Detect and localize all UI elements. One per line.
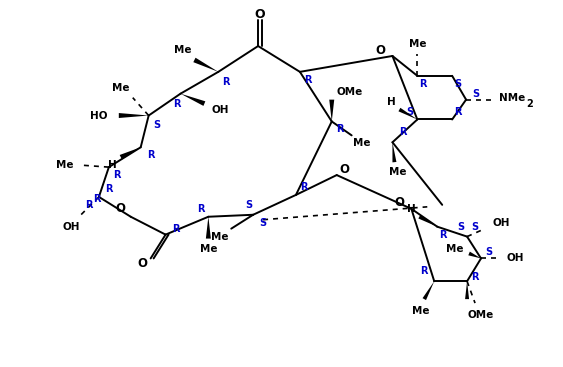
Polygon shape bbox=[119, 113, 149, 118]
Text: Me: Me bbox=[200, 243, 217, 254]
Text: S: S bbox=[260, 218, 267, 228]
Text: 2: 2 bbox=[526, 99, 533, 109]
Text: H: H bbox=[387, 97, 396, 107]
Text: OMe: OMe bbox=[337, 87, 363, 97]
Text: S: S bbox=[245, 200, 253, 210]
Text: R: R bbox=[300, 182, 307, 192]
Polygon shape bbox=[418, 215, 437, 227]
Text: Me: Me bbox=[353, 138, 370, 148]
Text: S: S bbox=[454, 79, 462, 89]
Text: R: R bbox=[196, 204, 204, 214]
Text: O: O bbox=[138, 257, 148, 270]
Text: R: R bbox=[440, 230, 447, 240]
Text: O: O bbox=[116, 202, 126, 215]
Text: R: R bbox=[222, 77, 230, 87]
Polygon shape bbox=[399, 108, 417, 120]
Text: S: S bbox=[472, 89, 480, 99]
Text: R: R bbox=[419, 79, 427, 89]
Text: Me: Me bbox=[388, 167, 406, 177]
Text: R: R bbox=[454, 106, 462, 117]
Text: R: R bbox=[147, 150, 154, 160]
Text: R: R bbox=[85, 200, 93, 210]
Text: Me: Me bbox=[409, 39, 426, 49]
Text: R: R bbox=[399, 127, 406, 137]
Text: S: S bbox=[406, 106, 413, 117]
Polygon shape bbox=[465, 281, 469, 299]
Text: S: S bbox=[153, 120, 160, 130]
Text: R: R bbox=[173, 99, 180, 109]
Text: R: R bbox=[172, 224, 179, 234]
Text: OH: OH bbox=[62, 222, 80, 232]
Text: OH: OH bbox=[212, 105, 229, 115]
Text: Me: Me bbox=[412, 306, 429, 316]
Text: H: H bbox=[407, 204, 415, 214]
Polygon shape bbox=[423, 281, 434, 300]
Polygon shape bbox=[120, 147, 141, 159]
Text: O: O bbox=[395, 196, 404, 209]
Text: OH: OH bbox=[492, 218, 510, 228]
Polygon shape bbox=[329, 99, 334, 121]
Polygon shape bbox=[181, 94, 205, 106]
Text: R: R bbox=[105, 184, 113, 194]
Text: R: R bbox=[421, 266, 428, 276]
Text: O: O bbox=[376, 44, 386, 57]
Text: S: S bbox=[485, 247, 493, 258]
Text: O: O bbox=[339, 163, 350, 176]
Text: R: R bbox=[93, 194, 101, 204]
Text: R: R bbox=[336, 124, 343, 134]
Text: Me: Me bbox=[56, 160, 74, 170]
Text: H: H bbox=[109, 160, 117, 170]
Text: Me: Me bbox=[446, 243, 464, 254]
Text: O: O bbox=[255, 8, 265, 21]
Polygon shape bbox=[193, 58, 218, 72]
Text: R: R bbox=[471, 272, 479, 282]
Polygon shape bbox=[206, 217, 211, 239]
Text: HO: HO bbox=[90, 110, 108, 120]
Text: R: R bbox=[113, 170, 120, 180]
Polygon shape bbox=[392, 142, 396, 162]
Text: S: S bbox=[458, 222, 464, 232]
Text: OMe: OMe bbox=[468, 310, 494, 320]
Text: R: R bbox=[304, 75, 311, 85]
Text: Me: Me bbox=[174, 45, 191, 55]
Polygon shape bbox=[468, 252, 481, 258]
Text: NMe: NMe bbox=[499, 92, 525, 103]
Text: Me: Me bbox=[211, 232, 228, 241]
Text: S: S bbox=[471, 222, 479, 232]
Text: OH: OH bbox=[506, 254, 524, 264]
Text: Me: Me bbox=[112, 83, 129, 93]
